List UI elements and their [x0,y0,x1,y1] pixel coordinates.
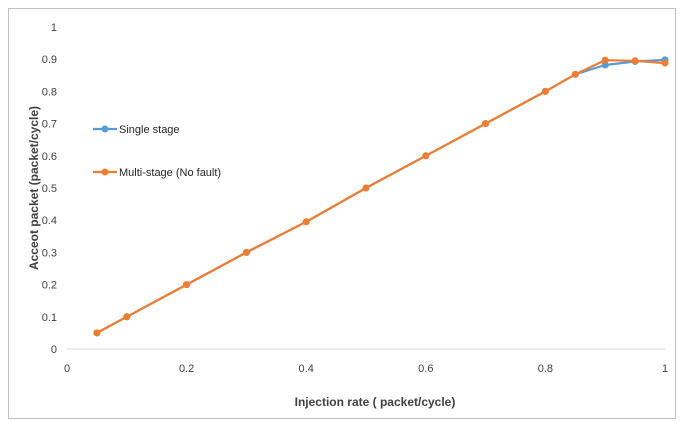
data-point [601,61,609,69]
legend-marker-multi-stage [101,168,109,176]
y-tick-label: 0.2 [42,280,57,292]
legend-item-multi-stage: Multi-stage (No fault) [93,167,221,179]
legend-label-multi-stage: Multi-stage (No fault) [119,167,221,179]
chart-frame [8,8,676,419]
data-point [183,281,191,289]
data-point [571,70,579,78]
data-point [541,87,549,95]
x-tick-label: 0.6 [418,363,433,375]
legend: Single stage Multi-stage (No fault) [93,124,221,179]
series-layer [93,56,669,337]
x-tick-label: 1 [662,363,668,375]
x-tick-label: 0 [64,363,70,375]
y-tick-label: 0.6 [42,151,57,163]
data-point [123,313,131,321]
y-tick-label: 0.8 [42,86,57,98]
data-point [93,329,101,337]
y-tick-label: 0 [51,344,57,356]
series-0 [93,56,669,337]
series-line [96,58,666,334]
y-tick-label: 0.3 [42,247,57,259]
x-tick-label: 0.8 [538,363,553,375]
legend-item-single-stage: Single stage [93,124,180,136]
data-point [631,57,639,65]
y-axis-ticks: 0 0.1 0.2 0.3 0.4 0.5 0.6 0.7 0.8 0.9 1 [42,22,57,356]
data-point [362,184,370,192]
data-point [482,120,490,128]
y-tick-label: 1 [51,22,57,34]
y-tick-label: 0.1 [42,312,57,324]
data-point [601,56,609,64]
x-tick-label: 0.2 [179,363,194,375]
y-tick-label: 0.9 [42,54,57,66]
data-point [302,218,310,226]
x-axis-ticks: 0 0.2 0.4 0.6 0.8 1 [64,363,668,375]
y-tick-label: 0.4 [42,215,57,227]
legend-marker-single-stage [101,125,109,133]
y-tick-label: 0.5 [42,183,57,195]
y-axis-title: Acceot packet (packet/cycle) [27,106,41,270]
data-point [422,152,430,160]
legend-label-single-stage: Single stage [119,124,180,136]
x-tick-label: 0.4 [299,363,314,375]
series-1 [93,56,669,337]
x-axis-title: Injection rate ( packet/cycle) [295,395,456,409]
series-line [96,59,666,334]
data-point [242,248,250,256]
y-tick-label: 0.7 [42,119,57,131]
data-point [661,59,669,67]
